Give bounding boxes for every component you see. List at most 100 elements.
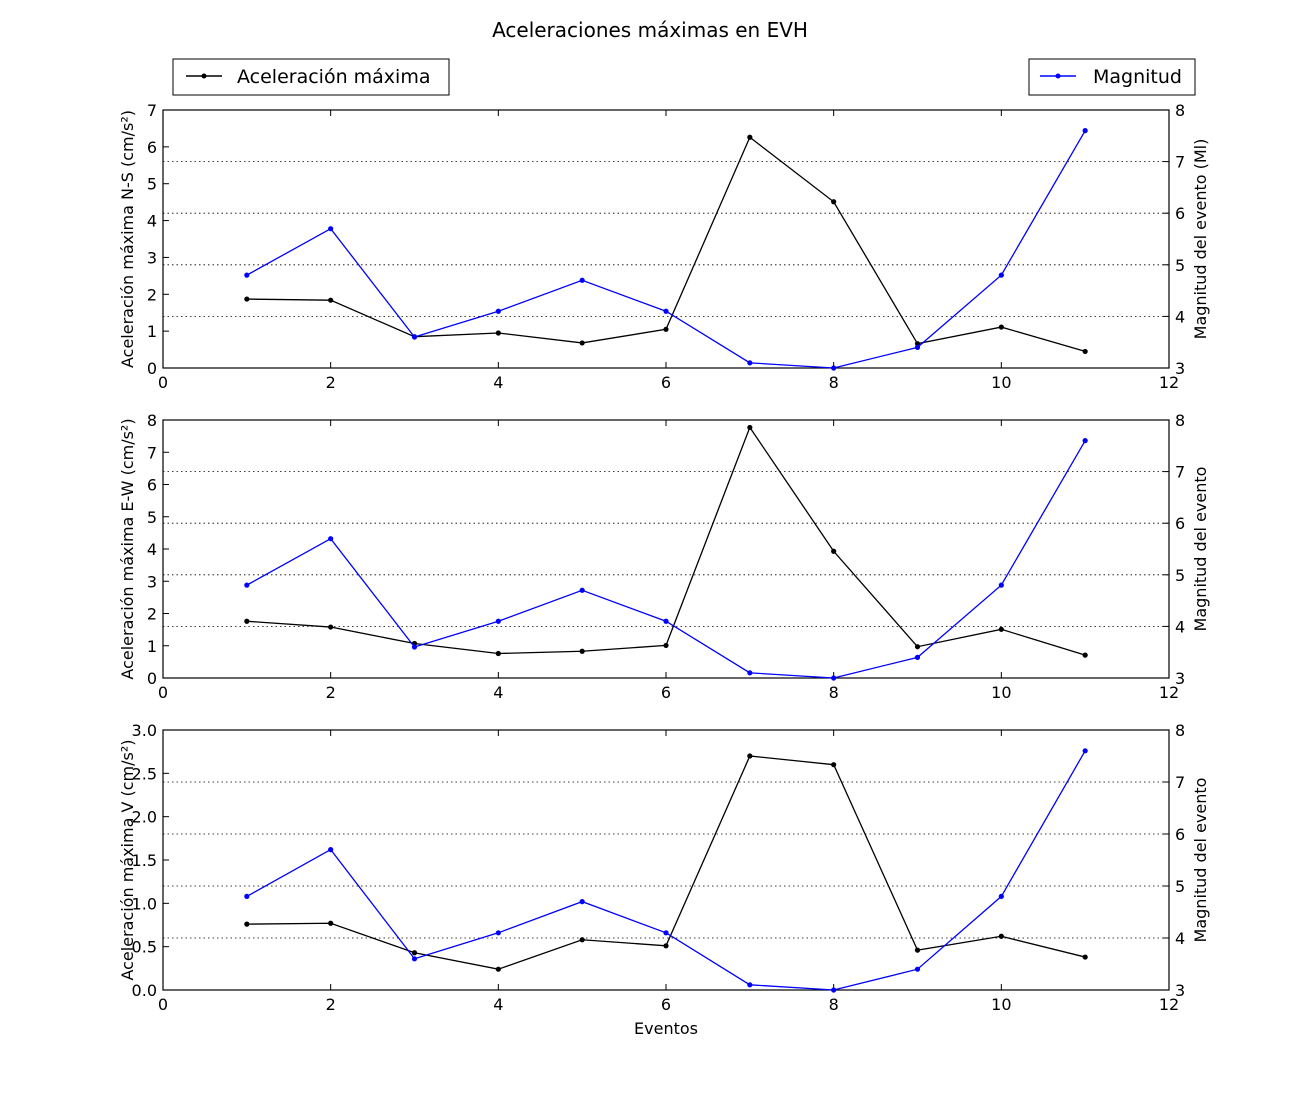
y2-tick-label: 6 bbox=[1175, 514, 1185, 533]
y2-tick-label: 6 bbox=[1175, 204, 1185, 223]
acceleration-point bbox=[411, 950, 418, 956]
y2-tick-label: 8 bbox=[1175, 721, 1185, 740]
x-tick-label: 12 bbox=[1159, 373, 1179, 392]
y2-tick-label: 7 bbox=[1175, 773, 1185, 792]
magnitude-point bbox=[1082, 128, 1088, 134]
y2-axis-label: Magnitud del evento (Ml) bbox=[1191, 139, 1210, 340]
y-tick-label: 2 bbox=[147, 285, 157, 304]
y-tick-label: 7 bbox=[147, 443, 157, 462]
y-axis-label: Aceleración máxima E-W (cm/s²) bbox=[118, 418, 137, 679]
acceleration-point bbox=[244, 296, 250, 302]
acceleration-point bbox=[914, 341, 921, 347]
acceleration-point bbox=[1082, 954, 1088, 960]
acceleration-point bbox=[663, 943, 669, 949]
x-tick-label: 0 bbox=[158, 683, 168, 702]
legend-acceleration-marker bbox=[201, 73, 207, 79]
y2-tick-label: 5 bbox=[1175, 877, 1185, 896]
y-tick-label: 2.0 bbox=[132, 808, 157, 827]
magnitude-point bbox=[244, 582, 250, 588]
magnitude-point bbox=[914, 654, 921, 660]
acceleration-point bbox=[1082, 652, 1088, 658]
magnitude-point bbox=[663, 308, 669, 314]
magnitude-point bbox=[328, 847, 334, 853]
y2-tick-label: 4 bbox=[1175, 617, 1185, 636]
magnitude-point bbox=[495, 930, 501, 936]
acceleration-point bbox=[747, 134, 753, 140]
acceleration-point bbox=[831, 762, 837, 768]
x-tick-label: 10 bbox=[991, 683, 1011, 702]
x-axis-label: Eventos bbox=[634, 1019, 698, 1038]
y2-tick-label: 3 bbox=[1175, 669, 1185, 688]
magnitude-point bbox=[747, 360, 753, 366]
x-tick-label: 0 bbox=[158, 373, 168, 392]
magnitude-point bbox=[579, 899, 585, 905]
acceleration-point bbox=[747, 424, 753, 431]
y-tick-label: 6 bbox=[147, 476, 157, 495]
y-tick-label: 1 bbox=[147, 637, 157, 656]
y2-axis-label: Magnitud del evento bbox=[1191, 778, 1210, 943]
y2-axis-label: Magnitud del evento bbox=[1191, 467, 1210, 632]
acceleration-point bbox=[831, 548, 837, 554]
y-tick-label: 1.5 bbox=[132, 851, 157, 870]
y-tick-label: 3 bbox=[147, 248, 157, 267]
legend-magnitude: Magnitud bbox=[1028, 58, 1196, 96]
y-tick-label: 5 bbox=[147, 175, 157, 194]
x-tick-label: 2 bbox=[326, 683, 336, 702]
legend-magnitude-marker bbox=[1055, 73, 1061, 79]
acceleration-point bbox=[244, 618, 250, 624]
y-tick-label: 8 bbox=[147, 411, 157, 430]
y2-tick-label: 4 bbox=[1175, 929, 1185, 948]
y-tick-label: 7 bbox=[147, 101, 157, 120]
y-tick-label: 0 bbox=[147, 669, 157, 688]
magnitude-point bbox=[244, 272, 250, 278]
acceleration-point bbox=[579, 648, 585, 654]
acceleration-point bbox=[495, 330, 501, 336]
y-tick-label: 4 bbox=[147, 540, 157, 559]
y2-tick-label: 4 bbox=[1175, 307, 1185, 326]
x-tick-label: 8 bbox=[829, 995, 839, 1014]
legend-magnitude-label: Magnitud bbox=[1093, 66, 1182, 88]
plot-frame bbox=[162, 419, 1170, 679]
y-tick-label: 1 bbox=[147, 322, 157, 341]
y2-tick-label: 6 bbox=[1175, 825, 1185, 844]
magnitude-point bbox=[495, 308, 501, 314]
x-tick-label: 0 bbox=[158, 995, 168, 1014]
x-tick-label: 4 bbox=[493, 683, 503, 702]
acceleration-line bbox=[246, 136, 1086, 353]
magnitude-line bbox=[246, 750, 1086, 991]
acceleration-point bbox=[328, 920, 334, 926]
magnitude-point bbox=[831, 987, 837, 993]
magnitude-point bbox=[411, 334, 418, 340]
magnitude-point bbox=[914, 344, 921, 350]
legend-acceleration: Aceleración máxima bbox=[172, 58, 450, 96]
x-tick-label: 8 bbox=[829, 373, 839, 392]
magnitude-point bbox=[411, 644, 418, 650]
x-tick-label: 6 bbox=[661, 995, 671, 1014]
magnitude-point bbox=[914, 966, 921, 972]
y-tick-label: 5 bbox=[147, 508, 157, 527]
magnitude-line bbox=[246, 130, 1086, 369]
y2-tick-label: 3 bbox=[1175, 981, 1185, 1000]
magnitude-point bbox=[328, 226, 334, 232]
magnitude-point bbox=[579, 277, 585, 283]
y-axis-label: Aceleración máxima V (cm/s²) bbox=[118, 739, 137, 980]
acceleration-point bbox=[663, 326, 669, 332]
panel-3: 0 2 4 6 8 10 12 0.0 0.5 1.0 1.5 2.0 2.5 3.0 3 4 5 6 7 8 Acel… bbox=[118, 721, 1210, 1014]
y2-tick-label: 8 bbox=[1175, 411, 1185, 430]
acceleration-point bbox=[328, 297, 334, 303]
acceleration-point bbox=[998, 933, 1004, 939]
acceleration-point bbox=[495, 966, 501, 972]
acceleration-point bbox=[1082, 348, 1088, 355]
magnitude-point bbox=[831, 675, 837, 681]
acceleration-point bbox=[328, 624, 334, 630]
y-axis-label: Aceleración máxima N-S (cm/s²) bbox=[118, 110, 137, 368]
x-tick-label: 6 bbox=[661, 373, 671, 392]
x-tick-label: 10 bbox=[991, 995, 1011, 1014]
y2-tick-label: 5 bbox=[1175, 566, 1185, 585]
magnitude-point bbox=[244, 893, 250, 900]
acceleration-point bbox=[663, 642, 669, 649]
magnitude-point bbox=[328, 536, 334, 542]
x-tick-label: 4 bbox=[493, 995, 503, 1014]
